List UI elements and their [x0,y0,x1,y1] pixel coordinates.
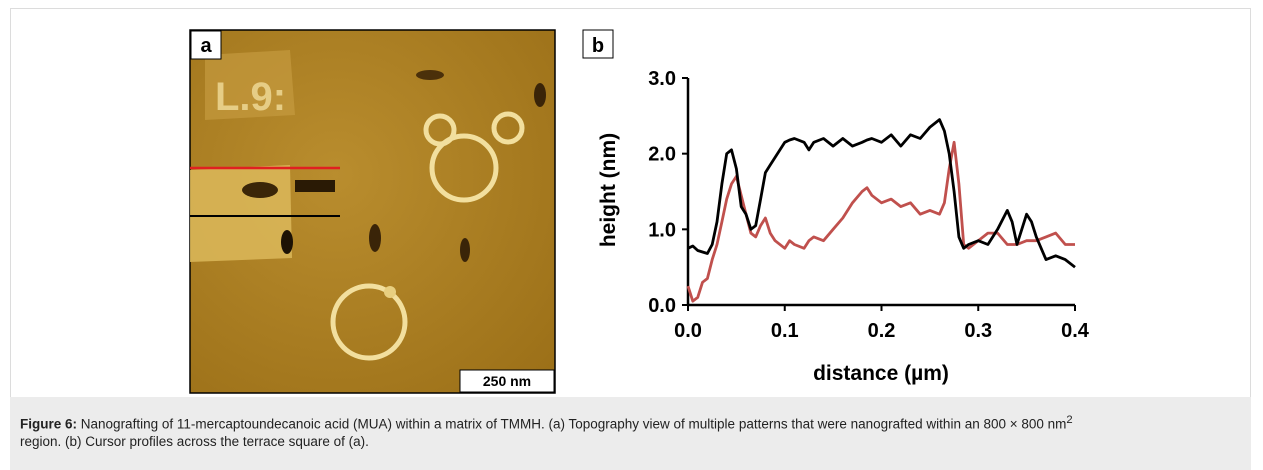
data-line [688,142,1075,301]
figure: L.9: a 250 nm b distance (µm) height (nm… [0,0,1263,397]
x-axis-title: distance (µm) [813,362,949,385]
caption-label: Figure 6: [20,417,77,432]
y-tick-label: 1.0 [648,219,676,241]
caption-superscript: 2 [1066,414,1072,426]
data-line [688,120,1075,268]
scale-bar-label: 250 nm [483,373,531,389]
y-tick-label: 3.0 [648,68,676,90]
x-tick-label: 0.4 [1061,320,1090,342]
svg-text:L.9:: L.9: [215,75,286,119]
x-tick-label: 0.1 [771,320,799,342]
y-axis-title: height (nm) [597,133,620,247]
caption-text: region. (b) Cursor profiles across the t… [20,434,369,449]
y-tick-label: 0.0 [648,295,676,317]
panel-label: b [592,35,604,57]
y-tick-label: 2.0 [648,144,676,166]
x-tick-label: 0.3 [964,320,992,342]
x-tick-label: 0.2 [868,320,896,342]
afm-image: L.9: a 250 nm [190,30,555,393]
x-tick-label: 0.0 [674,320,702,342]
caption-text: Nanografting of 11-mercaptoundecanoic ac… [81,417,1067,432]
caption: Figure 6: Nanografting of 11-mercaptound… [10,397,1251,470]
page: L.9: a 250 nm b distance (µm) height (nm… [0,0,1263,470]
panel-label: a [200,35,212,57]
